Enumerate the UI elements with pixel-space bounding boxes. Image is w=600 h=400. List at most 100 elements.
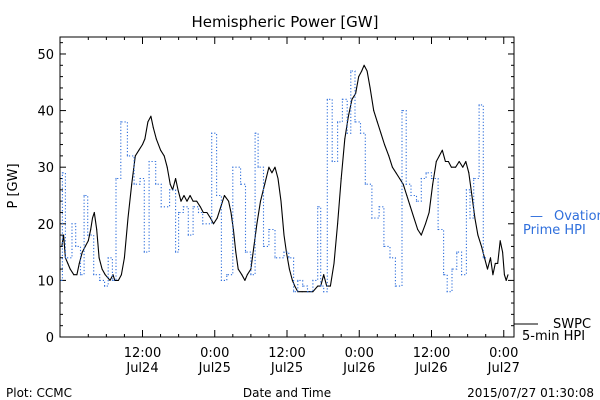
swpc-point-50	[210, 217, 211, 219]
ovation-point-21	[160, 206, 162, 208]
ovation-point-52	[323, 291, 325, 293]
swpc-point-70	[274, 166, 276, 168]
swpc-point-112	[420, 234, 422, 236]
chart-title: Hemispheric Power [GW]	[192, 13, 379, 31]
ovation-point-38	[254, 132, 256, 134]
swpc-point-129	[477, 234, 479, 236]
swpc-point-25	[131, 183, 133, 185]
ovation-point-39	[257, 166, 259, 168]
swpc-point-98	[369, 87, 371, 89]
swpc-point-49	[206, 212, 208, 213]
swpc-point-140	[505, 279, 507, 281]
y-tick-label-30: 30	[37, 161, 54, 176]
swpc-point-30	[147, 121, 149, 123]
ovation-point-43	[283, 251, 285, 253]
swpc-point-107	[402, 183, 404, 185]
ovation-point-79	[461, 274, 463, 276]
ovation-point-58	[350, 70, 352, 72]
swpc-point-39	[175, 178, 177, 179]
ovation-point-60	[359, 132, 362, 134]
y-tick-label-10: 10	[37, 274, 54, 289]
swpc-point-4	[69, 268, 71, 270]
ovation-point-12	[111, 279, 113, 281]
swpc-point-111	[417, 229, 419, 230]
swpc-point-137	[499, 240, 501, 242]
ovation-point-11	[107, 257, 109, 259]
swpc-point-64	[253, 245, 255, 247]
swpc-point-110	[413, 217, 415, 219]
ovation-point-48	[306, 291, 309, 293]
ovation-point-84	[482, 257, 484, 259]
ovation-point-4	[75, 245, 77, 247]
ovation-point-5	[79, 274, 82, 276]
ovation-point-73	[430, 177, 433, 180]
legend-ovation-dash: —	[530, 209, 543, 224]
x-tick-date-2: Jul25	[270, 361, 303, 376]
swpc-point-6	[76, 274, 78, 276]
ovation-point-46	[297, 279, 299, 281]
swpc-point-54	[223, 195, 225, 196]
swpc-point-104	[391, 166, 393, 168]
swpc-point-51	[213, 223, 214, 225]
ovation-point-63	[378, 206, 380, 208]
ovation-point-28	[197, 211, 200, 214]
swpc-point-115	[432, 183, 434, 185]
swpc-point-31	[150, 115, 152, 117]
swpc-point-8	[81, 251, 83, 253]
swpc-point-86	[329, 285, 331, 287]
swpc-point-26	[134, 155, 136, 157]
swpc-point-101	[380, 132, 382, 134]
swpc-point-1	[63, 234, 65, 236]
ovation-point-10	[104, 285, 106, 287]
ovation-point-6	[83, 194, 85, 197]
x-tick-time-1: 0:00	[200, 346, 229, 361]
ovation-point-8	[93, 274, 95, 276]
swpc-point-100	[376, 121, 378, 123]
swpc-point-88	[337, 223, 339, 225]
swpc-point-33	[155, 138, 157, 140]
x-tick-time-3: 0:00	[345, 346, 374, 361]
swpc-point-118	[441, 149, 443, 151]
ovation-point-49	[312, 279, 314, 281]
swpc-point-97	[366, 70, 368, 72]
swpc-point-22	[120, 274, 122, 276]
swpc-point-91	[347, 115, 349, 117]
swpc-point-21	[117, 279, 119, 281]
ovation-point-66	[394, 285, 396, 287]
swpc-point-72	[280, 200, 282, 202]
ovation-point-42	[274, 257, 276, 259]
swpc-point-15	[98, 257, 100, 259]
swpc-point-139	[503, 274, 505, 276]
swpc-point-99	[373, 110, 375, 112]
ovation-point-16	[133, 183, 135, 185]
ovation-point-32	[220, 279, 222, 281]
swpc-point-11	[90, 229, 92, 230]
x-tick-time-0: 12:00	[124, 346, 161, 361]
series-swpc-line	[61, 64, 509, 293]
swpc-point-125	[465, 161, 467, 162]
swpc-point-114	[428, 212, 430, 213]
swpc-point-79	[301, 291, 303, 293]
swpc-point-124	[462, 166, 464, 168]
swpc-point-87	[333, 262, 335, 264]
swpc-point-58	[235, 251, 237, 253]
ovation-point-14	[120, 121, 122, 123]
swpc-point-122	[455, 166, 457, 168]
plot-frame	[59, 36, 515, 338]
legend-ovation-line2: Prime HPI	[523, 223, 586, 238]
ovation-point-45	[293, 291, 295, 293]
ovation-point-65	[389, 257, 391, 259]
ovation-point-56	[341, 98, 343, 100]
ovation-point-70	[415, 200, 418, 202]
legend-swpc-line1: SWPC	[553, 317, 591, 332]
swpc-point-90	[344, 138, 346, 140]
swpc-point-59	[237, 268, 239, 270]
ovation-point-23	[175, 251, 177, 253]
ovation-point-30	[211, 132, 213, 134]
swpc-point-29	[144, 138, 146, 140]
ovation-point-34	[232, 166, 234, 168]
swpc-point-89	[340, 178, 342, 179]
ovation-point-37	[250, 274, 252, 276]
swpc-point-94	[358, 76, 360, 78]
